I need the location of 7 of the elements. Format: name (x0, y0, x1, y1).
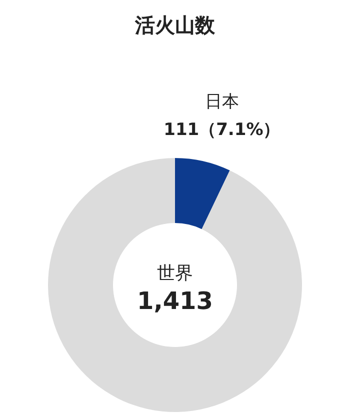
chart-title: 活火山数 (134, 13, 216, 37)
data-label: 111（7.1%） (164, 120, 280, 140)
donut-slice (48, 158, 302, 412)
text: 世界 (157, 263, 193, 284)
text: 1,413 (137, 287, 213, 315)
slice-label: 日本 (204, 92, 239, 112)
donut-slice (175, 158, 230, 230)
